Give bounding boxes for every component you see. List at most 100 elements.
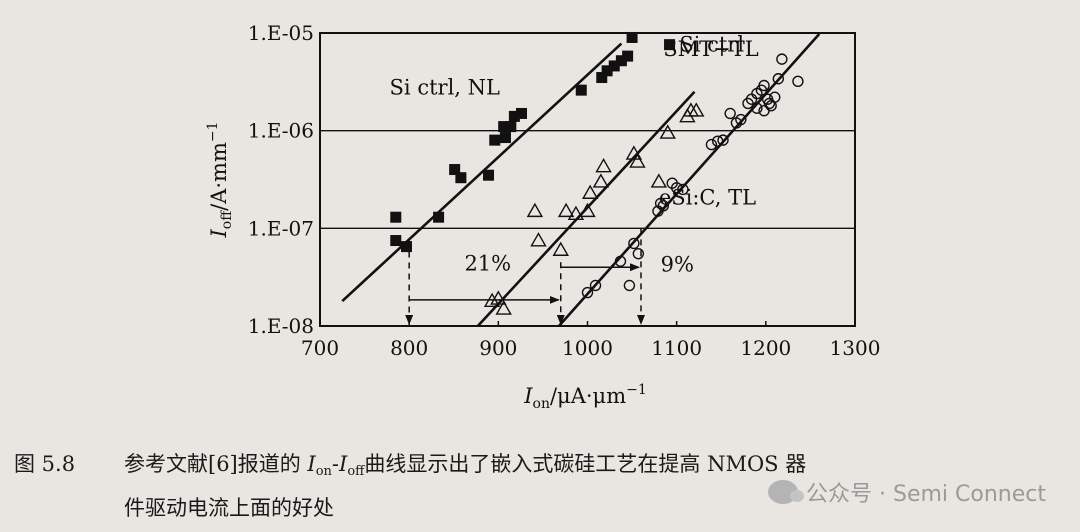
triangle-marker	[629, 153, 646, 168]
watermark-text: 公众号 · Semi Connect	[806, 482, 1046, 507]
square-marker	[596, 72, 608, 84]
square-marker	[615, 55, 627, 67]
caption-ion-sub: on	[315, 464, 332, 479]
circle-marker	[632, 247, 645, 260]
x-axis-label-sub: on	[533, 396, 550, 412]
annotation: eSi:C, TL	[659, 186, 756, 210]
circle-marker	[751, 102, 763, 114]
square-marker	[433, 211, 445, 223]
square-marker	[664, 39, 676, 51]
y-axis-label-sup: −1	[205, 121, 221, 142]
triangle-marker	[579, 202, 596, 218]
x-axis-ticks: 700 800 900 1000 1100 1200 1300	[301, 321, 881, 360]
wechat-icon	[768, 480, 805, 504]
legend-label: Si ctrl	[679, 33, 744, 57]
triangle-marker	[552, 241, 569, 256]
circle-marker	[769, 91, 781, 103]
square-marker	[390, 235, 402, 247]
square-marker	[499, 132, 511, 144]
annotation: Si ctrl, NL	[390, 75, 500, 99]
caption-ioff-sub: off	[347, 464, 365, 479]
circle-marker	[581, 286, 594, 299]
circle-marker	[705, 138, 718, 151]
ion-ioff-chart: 700 800 900 1000 1100 1200 1300 1.E-081.E-071.…	[205, 21, 881, 412]
circle-marker	[654, 197, 667, 210]
square-marker	[489, 134, 501, 146]
circle-marker	[776, 53, 788, 65]
triangle-marker	[659, 124, 676, 139]
y-axis-label-sub: off	[219, 210, 235, 229]
figure-caption: 图 5.8 参考文献[6]报道的 Ion-Ioff曲线显示出了嵌入式碳硅工艺在提高…	[14, 446, 1064, 526]
annotations: Si ctrl, NL SMT+TL eSi:C, TL 21% 9%	[390, 37, 759, 277]
y-tick-label: 1.E-06	[248, 119, 314, 143]
square-marker	[516, 107, 528, 119]
caption-ioff: I	[339, 452, 348, 476]
circle-marker	[735, 113, 747, 126]
x-tick-label: 1300	[830, 336, 881, 360]
square-marker	[498, 121, 510, 133]
x-tick-label: 700	[301, 336, 339, 360]
guide-lines	[405, 228, 645, 325]
triangle-marker	[526, 202, 544, 218]
square-marker	[483, 169, 495, 181]
square-marker	[400, 241, 412, 253]
circle-marker	[677, 183, 689, 196]
y-axis-label-unit: /A·mm	[207, 142, 231, 211]
triangle-marker	[483, 292, 501, 308]
circle-marker	[670, 182, 683, 194]
triangle-marker	[650, 173, 668, 188]
square-marker	[505, 121, 517, 133]
y-tick-label: 1.E-08	[248, 314, 314, 338]
circle-marker	[717, 134, 729, 146]
triangle-marker	[490, 290, 507, 305]
x-tick-label: 1100	[651, 336, 702, 360]
x-axis-label-unit: /μA·μm	[550, 384, 626, 408]
circle-marker	[792, 75, 804, 88]
triangle-marker	[581, 184, 599, 199]
caption-line-1: 图 5.8 参考文献[6]报道的 Ion-Ioff曲线显示出了嵌入式碳硅工艺在提高…	[14, 446, 1064, 490]
caption-dash: -	[331, 452, 340, 476]
x-tick-label: 900	[479, 336, 517, 360]
caption-text-2: 曲线显示出了嵌入式碳硅工艺在提高 NMOS 器	[364, 452, 807, 476]
triangle-marker	[530, 232, 547, 247]
legend: Si ctrl	[664, 33, 744, 57]
triangle-marker	[495, 300, 512, 315]
circle-marker	[614, 255, 627, 267]
x-axis-label-main: I	[523, 384, 533, 408]
circle-marker	[711, 135, 724, 147]
y-axis-label: Ioff/A·mm−1	[205, 121, 235, 238]
fit-line	[476, 90, 696, 327]
data-markers	[390, 31, 804, 315]
caption-text-1: 参考文献[6]报道的	[124, 452, 308, 476]
triangle-marker	[625, 145, 643, 160]
annotation: 9%	[661, 253, 694, 277]
annotation: 21%	[464, 252, 511, 276]
circle-marker	[657, 200, 669, 212]
caption-number: 图 5.8	[14, 452, 76, 476]
y-tick-label: 1.E-07	[248, 216, 314, 240]
circle-marker	[772, 73, 785, 85]
x-tick-label: 800	[390, 336, 428, 360]
circle-marker	[758, 105, 770, 117]
annotation: SMT+TL	[663, 37, 758, 61]
watermark: 公众号 · Semi Connect	[768, 476, 1046, 508]
caption-ion: I	[307, 452, 316, 476]
circle-marker	[623, 279, 636, 292]
square-marker	[575, 84, 587, 96]
square-marker	[390, 211, 402, 223]
circle-marker	[589, 279, 602, 292]
grid-lines	[320, 129, 855, 230]
triangle-marker	[592, 173, 610, 188]
caption-line-2: 件驱动电流上面的好处	[124, 496, 334, 520]
y-tick-label: 1.E-05	[248, 21, 314, 45]
y-axis-ticks: 1.E-08 1.E-07 1.E-06 1.E-05	[248, 21, 314, 338]
x-tick-label: 1000	[562, 336, 613, 360]
triangle-marker	[595, 158, 612, 173]
square-marker	[626, 31, 638, 43]
x-axis-label-sup: −1	[626, 382, 647, 398]
circle-marker	[758, 79, 770, 92]
circle-marker	[763, 97, 776, 110]
triangle-marker	[688, 102, 705, 117]
circle-marker	[628, 237, 640, 250]
